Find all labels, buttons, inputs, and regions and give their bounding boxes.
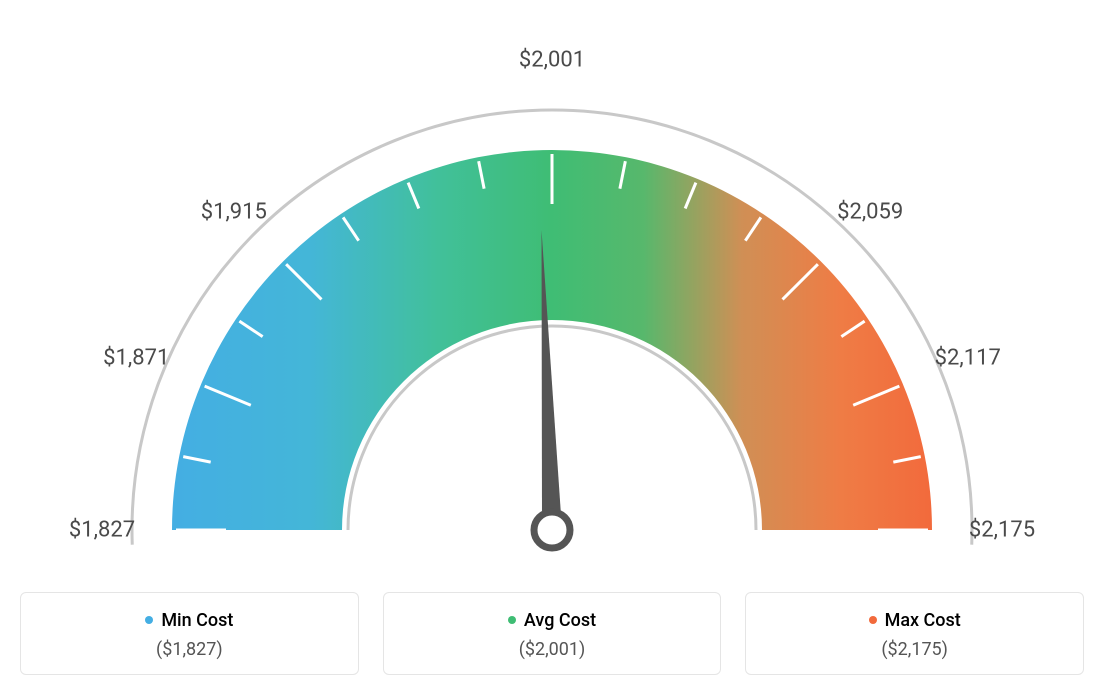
scale-label: $1,827	[69, 518, 135, 543]
scale-label: $1,871	[103, 345, 169, 370]
scale-label: $1,915	[201, 199, 267, 224]
legend-avg-label-wrap: Avg Cost	[508, 610, 596, 631]
legend-dot-min	[145, 616, 153, 624]
legend-dot-max	[869, 616, 877, 624]
legend-avg-cost: Avg Cost ($2,001)	[383, 592, 722, 675]
legend-max-label-wrap: Max Cost	[869, 610, 961, 631]
scale-label: $2,117	[935, 345, 1001, 370]
legend-min-value: ($1,827)	[33, 639, 346, 660]
scale-label: $2,059	[837, 199, 903, 224]
legend-max-value: ($2,175)	[758, 639, 1071, 660]
legend-dot-avg	[508, 616, 516, 624]
gauge-area: $1,827 $1,871 $1,915 $2,001 $2,059 $2,117 $2,1…	[20, 20, 1084, 580]
legend-min-label: Min Cost	[161, 610, 233, 631]
scale-label: $2,001	[519, 48, 585, 73]
legend-avg-label: Avg Cost	[524, 610, 596, 631]
gauge-svg	[20, 20, 1084, 580]
cost-gauge-chart: $1,827 $1,871 $1,915 $2,001 $2,059 $2,117 $2,1…	[20, 20, 1084, 675]
legend-row: Min Cost ($1,827) Avg Cost ($2,001) Max …	[20, 592, 1084, 675]
legend-min-label-wrap: Min Cost	[145, 610, 233, 631]
legend-min-cost: Min Cost ($1,827)	[20, 592, 359, 675]
legend-avg-value: ($2,001)	[396, 639, 709, 660]
legend-max-cost: Max Cost ($2,175)	[745, 592, 1084, 675]
scale-label: $2,175	[969, 518, 1035, 543]
legend-max-label: Max Cost	[885, 610, 961, 631]
